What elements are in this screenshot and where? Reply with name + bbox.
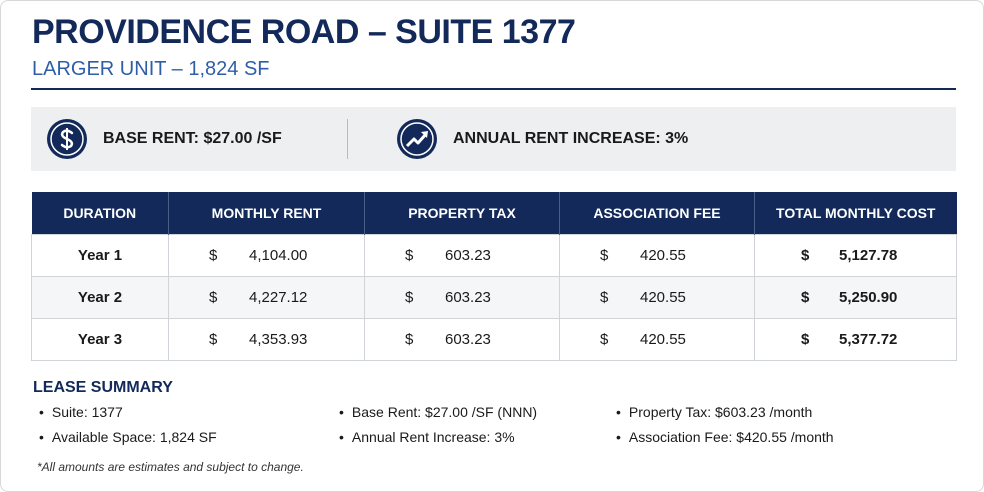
amount-cell: $420.55 (559, 276, 755, 319)
amount-cell: $603.23 (364, 276, 560, 319)
highlight: BASE RENT: $27.00 /SF (47, 119, 282, 159)
column-header: PROPERTY TAX (364, 192, 560, 235)
rent-table: DURATION MONTHLY RENT PROPERTY TAX ASSOCIAT… (31, 192, 957, 361)
table-row: Year 1 $4,104.00 $603.23 $420.55 $5,127.78 (31, 234, 957, 277)
column-header: ASSOCIATION FEE (559, 192, 755, 235)
column-header: TOTAL MONTHLY COST (754, 192, 957, 235)
growth-icon (397, 119, 437, 159)
amount-cell: $4,353.93 (168, 318, 365, 361)
title: PROVIDENCE ROAD – SUITE 1377 (32, 13, 576, 51)
summary-heading: LEASE SUMMARY (33, 379, 173, 396)
divider-rule (31, 88, 956, 90)
currency-sign: $ (600, 289, 609, 306)
duration-cell: Year 2 (31, 276, 169, 319)
amount: 603.23 (445, 331, 491, 348)
amount: 5,377.72 (839, 331, 898, 348)
currency-sign: $ (801, 289, 810, 306)
amount-cell: $420.55 (559, 318, 755, 361)
amount: 603.23 (445, 289, 491, 306)
duration-cell: Year 1 (31, 234, 169, 277)
amount-cell: $5,127.78 (754, 234, 957, 277)
amount: 4,104.00 (249, 247, 308, 264)
amount: 420.55 (640, 331, 686, 348)
amount: 4,353.93 (249, 331, 308, 348)
amount: 5,127.78 (839, 247, 898, 264)
summary-item: Association Fee: $420.55 /month (616, 429, 834, 454)
summary-column: Suite: 1377Available Space: 1,824 SF (39, 404, 217, 454)
highlight: ANNUAL RENT INCREASE: 3% (397, 119, 688, 159)
amount-cell: $603.23 (364, 234, 560, 277)
table-row: Year 2 $4,227.12 $603.23 $420.55 $5,250.90 (31, 276, 957, 319)
summary-item: Available Space: 1,824 SF (39, 429, 217, 454)
header-row: DURATION MONTHLY RENT PROPERTY TAX ASSOCIAT… (31, 192, 957, 235)
currency-sign: $ (600, 331, 609, 348)
summary-column: Base Rent: $27.00 /SF (NNN)Annual Rent I… (339, 404, 537, 454)
duration-cell: Year 3 (31, 318, 169, 361)
column-header: DURATION (31, 192, 169, 235)
currency-sign: $ (209, 247, 218, 264)
amount-cell: $4,104.00 (168, 234, 365, 277)
amount-cell: $4,227.12 (168, 276, 365, 319)
highlight-label: ANNUAL RENT INCREASE: 3% (453, 130, 689, 147)
highlight-label: BASE RENT: $27.00 /SF (103, 130, 282, 147)
column-header: MONTHLY RENT (168, 192, 365, 235)
amount-cell: $5,250.90 (754, 276, 957, 319)
currency-sign: $ (405, 247, 414, 264)
dollar-icon (47, 119, 87, 159)
currency-sign: $ (801, 331, 810, 348)
footnote: *All amounts are estimates and subject t… (37, 460, 304, 474)
currency-sign: $ (405, 331, 414, 348)
amount-cell: $420.55 (559, 234, 755, 277)
currency-sign: $ (405, 289, 414, 306)
currency-sign: $ (600, 247, 609, 264)
amount: 5,250.90 (839, 289, 898, 306)
summary-item: Suite: 1377 (39, 404, 217, 429)
amount: 420.55 (640, 289, 686, 306)
amount: 420.55 (640, 247, 686, 264)
amount: 4,227.12 (249, 289, 308, 306)
table-row: Year 3 $4,353.93 $603.23 $420.55 $5,377.72 (31, 318, 957, 361)
amount: 603.23 (445, 247, 491, 264)
subtitle: LARGER UNIT – 1,824 SF (32, 58, 270, 80)
summary-item: Annual Rent Increase: 3% (339, 429, 537, 454)
amount-cell: $5,377.72 (754, 318, 957, 361)
summary-column: Property Tax: $603.23 /monthAssociation … (616, 404, 834, 454)
summary-item: Base Rent: $27.00 /SF (NNN) (339, 404, 537, 429)
separator (347, 119, 348, 159)
currency-sign: $ (209, 289, 218, 306)
highlight-bar: BASE RENT: $27.00 /SF ANNUAL RENT INCREA… (31, 107, 956, 171)
summary-item: Property Tax: $603.23 /month (616, 404, 834, 429)
currency-sign: $ (801, 247, 810, 264)
currency-sign: $ (209, 331, 218, 348)
amount-cell: $603.23 (364, 318, 560, 361)
